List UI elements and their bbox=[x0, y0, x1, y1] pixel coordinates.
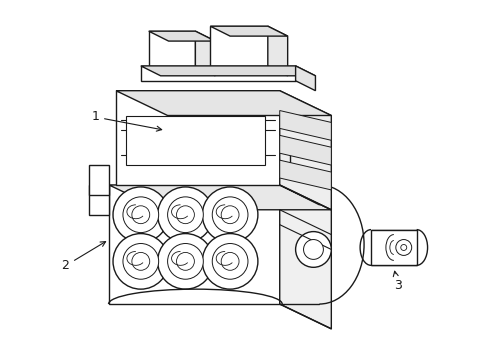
Polygon shape bbox=[370, 230, 416, 265]
Circle shape bbox=[157, 187, 213, 243]
Polygon shape bbox=[141, 66, 295, 81]
Circle shape bbox=[221, 252, 239, 270]
Polygon shape bbox=[141, 66, 315, 76]
Polygon shape bbox=[148, 31, 195, 66]
Polygon shape bbox=[126, 116, 264, 165]
Polygon shape bbox=[109, 185, 331, 210]
Circle shape bbox=[122, 197, 158, 233]
Circle shape bbox=[176, 206, 194, 224]
Circle shape bbox=[400, 244, 406, 251]
Polygon shape bbox=[89, 185, 109, 215]
Polygon shape bbox=[148, 31, 215, 41]
Polygon shape bbox=[89, 165, 109, 195]
Circle shape bbox=[167, 197, 203, 233]
Circle shape bbox=[167, 243, 203, 279]
Text: 2: 2 bbox=[61, 242, 105, 272]
Circle shape bbox=[122, 243, 158, 279]
Polygon shape bbox=[210, 26, 267, 66]
Polygon shape bbox=[210, 26, 287, 36]
Polygon shape bbox=[295, 66, 315, 91]
Circle shape bbox=[221, 206, 239, 224]
Circle shape bbox=[132, 206, 149, 224]
Circle shape bbox=[395, 239, 411, 255]
Polygon shape bbox=[116, 91, 331, 116]
Text: 3: 3 bbox=[392, 271, 401, 292]
Circle shape bbox=[303, 239, 323, 260]
Polygon shape bbox=[279, 160, 331, 190]
Polygon shape bbox=[279, 135, 331, 165]
Polygon shape bbox=[116, 91, 279, 185]
Polygon shape bbox=[279, 185, 331, 329]
Circle shape bbox=[132, 252, 149, 270]
Polygon shape bbox=[279, 91, 331, 210]
Circle shape bbox=[212, 197, 247, 233]
Circle shape bbox=[212, 243, 247, 279]
Circle shape bbox=[113, 234, 168, 289]
Circle shape bbox=[202, 234, 257, 289]
Polygon shape bbox=[279, 111, 331, 140]
Circle shape bbox=[157, 234, 213, 289]
Circle shape bbox=[295, 231, 331, 267]
Text: 1: 1 bbox=[91, 111, 162, 131]
Circle shape bbox=[176, 252, 194, 270]
Polygon shape bbox=[267, 26, 287, 76]
Circle shape bbox=[202, 187, 257, 243]
Circle shape bbox=[113, 187, 168, 243]
Polygon shape bbox=[195, 31, 215, 76]
Polygon shape bbox=[109, 185, 279, 304]
